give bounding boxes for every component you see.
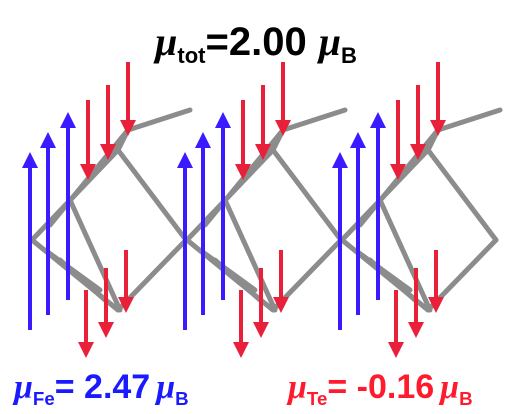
bond <box>45 250 100 290</box>
bond <box>283 110 345 130</box>
bond <box>273 150 341 240</box>
bond <box>273 240 341 310</box>
unit-symbol: μ <box>154 369 175 406</box>
unit-subscript: B <box>175 388 189 409</box>
bond <box>128 110 190 130</box>
subscript: Te <box>307 388 327 409</box>
unit-subscript: B <box>459 388 473 409</box>
bond <box>438 110 500 130</box>
spin-arrows <box>30 62 438 350</box>
value: = 2.47 <box>55 368 150 406</box>
symbol: μ <box>286 369 307 406</box>
lattice <box>32 110 500 310</box>
symbol: μ <box>12 369 33 406</box>
figure: μtot=2.00μB μFe= 2.47μB μTe= -0.16μB <box>0 0 513 414</box>
subscript: Fe <box>33 388 55 409</box>
value: = -0.16 <box>327 368 434 406</box>
bond <box>118 240 186 310</box>
value: =2.00 <box>205 20 306 64</box>
bond <box>200 250 255 290</box>
unit-symbol: μ <box>438 369 459 406</box>
bond <box>428 240 496 310</box>
bond <box>428 150 496 240</box>
unit-subscript: B <box>341 43 357 68</box>
unit-symbol: μ <box>317 19 341 64</box>
subscript: tot <box>177 43 206 68</box>
symbol: μ <box>153 19 177 64</box>
bond <box>355 250 410 290</box>
bond <box>118 150 186 240</box>
